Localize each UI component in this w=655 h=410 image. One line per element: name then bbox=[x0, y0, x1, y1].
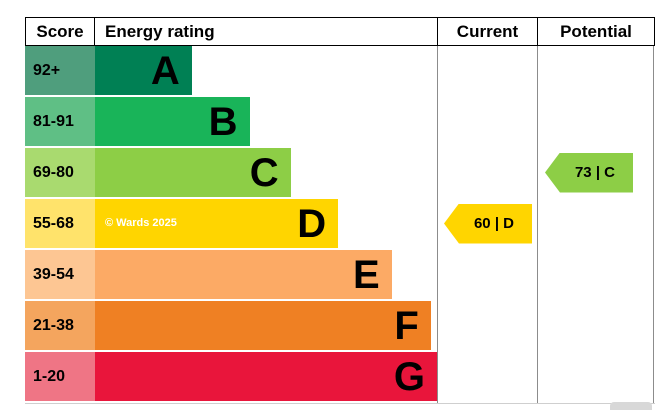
band-letter: B bbox=[208, 99, 238, 144]
current-column-divider bbox=[437, 46, 438, 403]
band-row-e: 39-54 E bbox=[25, 250, 437, 301]
chart-header-row: Score Energy rating Current Potential bbox=[25, 17, 655, 46]
header-score: Score bbox=[25, 18, 95, 45]
header-current: Current bbox=[437, 18, 537, 45]
band-letter: D bbox=[297, 201, 327, 246]
horizontal-scrollbar-thumb[interactable] bbox=[610, 402, 652, 410]
band-score-range: 55-68 bbox=[25, 199, 95, 248]
band-bar-e: E bbox=[95, 250, 392, 299]
band-row-c: 69-80 C bbox=[25, 148, 437, 199]
current-rating-label: 60 | D bbox=[473, 215, 515, 232]
band-bar-a: A bbox=[95, 46, 192, 95]
band-score-range: 21-38 bbox=[25, 301, 95, 350]
potential-rating-label: 73 | C bbox=[574, 164, 616, 181]
current-rating-arrow: 60 | D bbox=[444, 203, 532, 244]
band-row-g: 1-20 G bbox=[25, 352, 437, 403]
potential-column-divider bbox=[537, 46, 538, 403]
band-letter: F bbox=[394, 303, 419, 348]
band-score-range: 39-54 bbox=[25, 250, 95, 299]
header-energy-rating: Energy rating bbox=[105, 21, 215, 41]
band-row-a: 92+ A bbox=[25, 46, 437, 97]
band-bar-c: C bbox=[95, 148, 291, 197]
watermark-text: © Wards 2025 bbox=[105, 217, 177, 229]
band-letter: A bbox=[150, 48, 180, 93]
band-score-range: 69-80 bbox=[25, 148, 95, 197]
band-row-b: 81-91 B bbox=[25, 97, 437, 148]
band-row-d: 55-68 D bbox=[25, 199, 437, 250]
band-letter: C bbox=[249, 150, 279, 195]
header-potential: Potential bbox=[537, 18, 655, 45]
band-row-f: 21-38 F bbox=[25, 301, 437, 352]
potential-rating-arrow: 73 | C bbox=[545, 152, 633, 193]
band-score-range: 1-20 bbox=[25, 352, 95, 401]
band-bar-b: B bbox=[95, 97, 250, 146]
band-score-range: 92+ bbox=[25, 46, 95, 95]
band-bar-f: F bbox=[95, 301, 431, 350]
band-letter: G bbox=[393, 354, 425, 399]
bottom-border-line bbox=[25, 403, 655, 404]
band-letter: E bbox=[352, 252, 380, 297]
energy-bands: 92+ A 81-91 B 69-80 C 55-68 D 39-54 E 21-38 F 1-20 G bbox=[25, 46, 437, 403]
band-bar-g: G bbox=[95, 352, 437, 401]
band-bar-d: D bbox=[95, 199, 339, 248]
band-score-range: 81-91 bbox=[25, 97, 95, 146]
right-border-line bbox=[653, 46, 654, 403]
